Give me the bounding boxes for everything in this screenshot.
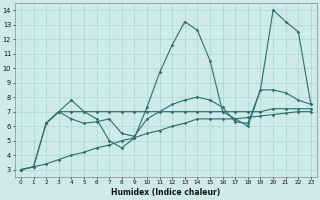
- X-axis label: Humidex (Indice chaleur): Humidex (Indice chaleur): [111, 188, 220, 197]
